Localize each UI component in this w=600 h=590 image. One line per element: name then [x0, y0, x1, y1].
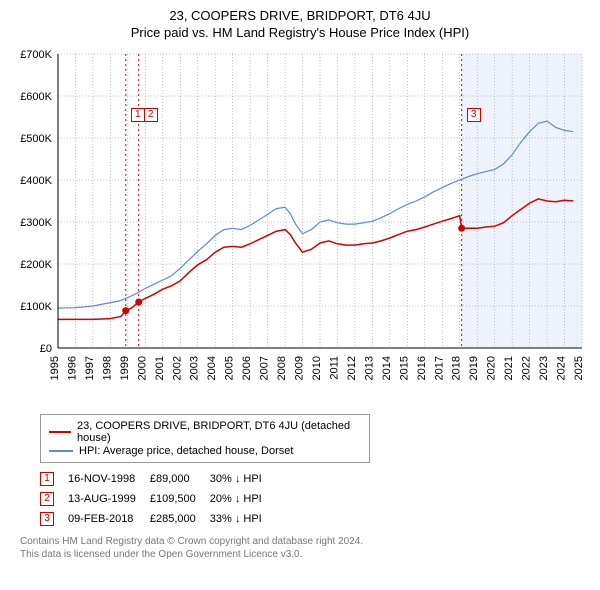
x-tick-label: 2015: [398, 356, 410, 380]
y-tick-label: £200K: [20, 259, 52, 271]
x-tick-label: 2002: [171, 356, 183, 380]
x-tick-label: 2022: [521, 356, 533, 380]
x-tick-label: 2013: [363, 356, 375, 380]
legend-swatch: [49, 450, 73, 452]
x-tick-label: 2011: [328, 356, 340, 380]
event-date: 13-AUG-1999: [68, 489, 150, 509]
chart-subtitle: Price paid vs. HM Land Registry's House …: [10, 25, 590, 40]
x-tick-label: 1997: [84, 356, 96, 380]
x-tick-label: 2001: [154, 356, 166, 380]
sale-point: [458, 225, 465, 232]
footer-line-1: Contains HM Land Registry data © Crown c…: [20, 535, 590, 548]
y-tick-label: £600K: [20, 91, 52, 103]
event-delta: 33% ↓ HPI: [210, 509, 276, 529]
y-tick-label: £700K: [20, 49, 52, 61]
event-price: £285,000: [150, 509, 210, 529]
legend-label: 23, COOPERS DRIVE, BRIDPORT, DT6 4JU (de…: [77, 420, 361, 444]
event-delta: 30% ↓ HPI: [210, 469, 276, 489]
event-number-box: 3: [40, 512, 54, 526]
x-tick-label: 2024: [556, 356, 568, 380]
x-tick-label: 2017: [433, 356, 445, 380]
event-marker-1: 1: [131, 108, 145, 122]
x-tick-label: 2019: [468, 356, 480, 380]
event-marker-2: 2: [144, 108, 158, 122]
y-tick-label: £0: [40, 343, 52, 355]
legend: 23, COOPERS DRIVE, BRIDPORT, DT6 4JU (de…: [40, 414, 370, 463]
sale-events-table: 1 16-NOV-1998£89,00030% ↓ HPI 2 13-AUG-1999…: [40, 469, 590, 529]
x-tick-label: 2004: [206, 356, 218, 380]
x-tick-label: 2007: [259, 356, 271, 380]
x-tick-label: 2023: [538, 356, 550, 380]
x-tick-label: 1996: [66, 356, 78, 380]
chart-title: 23, COOPERS DRIVE, BRIDPORT, DT6 4JU: [10, 8, 590, 23]
y-tick-label: £500K: [20, 133, 52, 145]
sale-point: [122, 307, 129, 314]
event-price: £89,000: [150, 469, 210, 489]
chart-svg: £0 £100K £200K £300K £400K £500K £600K £700K 199…: [10, 48, 590, 408]
x-tick-label: 2012: [346, 356, 358, 380]
x-tick-label: 2006: [241, 356, 253, 380]
y-tick-label: £300K: [20, 217, 52, 229]
x-tick-label: 2021: [503, 356, 515, 380]
event-date: 16-NOV-1998: [68, 469, 150, 489]
event-date: 09-FEB-2018: [68, 509, 150, 529]
x-tick-label: 2008: [276, 356, 288, 380]
x-tick-label: 2000: [136, 356, 148, 380]
y-tick-label: £100K: [20, 301, 52, 313]
legend-row: HPI: Average price, detached house, Dors…: [49, 445, 361, 457]
x-tick-label: 2018: [451, 356, 463, 380]
event-price: £109,500: [150, 489, 210, 509]
x-tick-label: 2016: [416, 356, 428, 380]
attribution-footer: Contains HM Land Registry data © Crown c…: [20, 535, 590, 561]
chart-plot-area: £0 £100K £200K £300K £400K £500K £600K £700K 199…: [10, 48, 590, 408]
event-delta: 20% ↓ HPI: [210, 489, 276, 509]
x-tick-label: 2020: [486, 356, 498, 380]
x-tick-label: 1995: [49, 356, 61, 380]
x-tick-label: 1999: [119, 356, 131, 380]
event-number-box: 1: [40, 472, 54, 486]
x-tick-label: 2005: [224, 356, 236, 380]
legend-row: 23, COOPERS DRIVE, BRIDPORT, DT6 4JU (de…: [49, 420, 361, 444]
legend-label: HPI: Average price, detached house, Dors…: [79, 445, 293, 457]
x-tick-label: 2003: [189, 356, 201, 380]
x-tick-label: 1998: [101, 356, 113, 380]
x-tick-label: 2025: [573, 356, 585, 380]
y-tick-label: £400K: [20, 175, 52, 187]
legend-swatch: [49, 431, 71, 433]
event-marker-3: 3: [467, 108, 481, 122]
x-tick-label: 2010: [311, 356, 323, 380]
event-row: 2 13-AUG-1999£109,50020% ↓ HPI: [40, 489, 276, 509]
event-row: 1 16-NOV-1998£89,00030% ↓ HPI: [40, 469, 276, 489]
footer-line-2: This data is licensed under the Open Gov…: [20, 548, 590, 561]
event-number-box: 2: [40, 492, 54, 506]
sale-point: [135, 299, 142, 306]
x-tick-label: 2009: [294, 356, 306, 380]
chart-container: 23, COOPERS DRIVE, BRIDPORT, DT6 4JU Pri…: [0, 0, 600, 567]
event-row: 3 09-FEB-2018£285,00033% ↓ HPI: [40, 509, 276, 529]
x-tick-label: 2014: [381, 356, 393, 380]
